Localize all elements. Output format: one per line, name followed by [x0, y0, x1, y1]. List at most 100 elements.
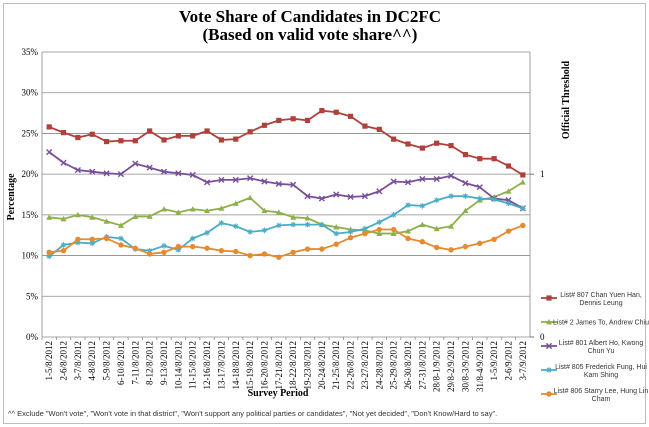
data-point — [175, 209, 182, 215]
data-point — [247, 129, 253, 135]
data-point — [275, 209, 282, 215]
data-point — [477, 240, 483, 247]
data-point — [290, 214, 297, 220]
x-tick-label: 24-28/8/2012 — [374, 341, 384, 390]
data-point — [290, 181, 297, 188]
data-point — [290, 249, 296, 256]
data-point — [204, 229, 210, 236]
data-point — [60, 247, 67, 254]
data-point — [204, 245, 210, 251]
data-point — [405, 202, 411, 208]
x-tick-label: 3-7/8/2012 — [73, 341, 83, 381]
data-point — [261, 207, 268, 214]
data-point — [46, 149, 53, 156]
data-point — [505, 163, 512, 169]
data-point — [160, 168, 168, 175]
legend-swatch-marker — [546, 295, 552, 301]
data-point — [232, 176, 239, 183]
data-point — [376, 230, 383, 236]
data-point — [333, 224, 340, 230]
data-point — [520, 205, 526, 212]
y2-axis-title: Official Threshold — [561, 60, 572, 139]
data-point — [419, 203, 426, 209]
data-point — [333, 230, 340, 237]
data-point — [75, 134, 81, 141]
data-point — [132, 245, 138, 251]
x-tick-label: 4-8/8/2012 — [87, 341, 97, 381]
data-point — [247, 175, 254, 182]
series-line — [48, 195, 524, 258]
data-point — [319, 221, 325, 228]
data-point — [304, 221, 311, 228]
x-tick-label: 30/8-3/9/2012 — [460, 341, 470, 392]
data-point — [362, 225, 368, 232]
data-point — [175, 170, 182, 177]
y-tick-label: 30% — [22, 88, 39, 98]
data-point — [60, 215, 67, 222]
data-point — [103, 138, 110, 145]
data-point — [405, 235, 411, 242]
data-point — [376, 219, 383, 225]
data-point — [390, 178, 397, 185]
data-point — [146, 213, 153, 219]
legend: List# 807 Chan Yuen Han,Dennis Leung List… — [541, 292, 649, 403]
data-point — [520, 172, 526, 178]
y-tick-label: 20% — [22, 169, 39, 179]
data-point — [462, 180, 469, 187]
data-point — [290, 221, 296, 228]
x-tick-label: 3-7/9/2012 — [518, 341, 528, 381]
legend-label: List# 2 James To, Andrew Chiu — [553, 320, 649, 327]
data-point — [46, 249, 52, 256]
data-point — [491, 156, 497, 162]
y-tick-label: 15% — [22, 210, 39, 220]
x-axis-title: Survey Period — [248, 388, 309, 399]
data-point — [261, 178, 268, 185]
x-tick-label: 1-5/8/2012 — [44, 341, 54, 381]
data-point — [103, 218, 110, 224]
data-point — [405, 141, 411, 147]
data-point — [519, 179, 526, 185]
data-point — [261, 227, 268, 234]
legend-item: List# 2 James To, Andrew Chiu — [541, 319, 649, 327]
x-tick-label: 8-12/8/2012 — [145, 341, 155, 385]
data-point — [405, 228, 411, 234]
legend-swatch-marker — [546, 367, 552, 373]
data-point — [74, 166, 81, 174]
data-point — [505, 188, 512, 194]
data-point — [117, 222, 124, 228]
data-point — [175, 243, 182, 250]
legend-label: Dennis Leung — [579, 300, 622, 307]
data-point — [520, 222, 526, 229]
y-tick-label: 10% — [22, 251, 39, 261]
data-point — [276, 117, 282, 123]
data-point — [318, 195, 325, 202]
x-tick-label: 15-19/8/2012 — [245, 341, 255, 390]
data-point — [89, 131, 95, 137]
data-point — [103, 170, 110, 177]
x-tick-label: 21-25/8/2012 — [331, 341, 341, 390]
data-point — [247, 229, 253, 235]
data-point — [290, 116, 296, 122]
data-point — [190, 243, 196, 250]
data-point — [89, 236, 95, 242]
x-tick-label: 2-6/9/2012 — [503, 341, 513, 381]
data-point — [462, 193, 469, 199]
data-point — [491, 196, 497, 203]
data-point — [147, 128, 153, 134]
x-tick-label: 9-13/8/2012 — [159, 341, 169, 385]
legend-label: Cham — [592, 396, 611, 403]
data-point — [319, 246, 325, 252]
data-point — [247, 252, 253, 259]
legend-label: List# 807 Chan Yuen Han, — [560, 292, 642, 299]
data-point — [491, 236, 497, 242]
data-point — [161, 243, 167, 249]
data-point — [89, 240, 96, 247]
data-point — [117, 171, 125, 178]
y-tick-label: 5% — [26, 291, 39, 301]
data-point — [218, 205, 225, 211]
data-point — [75, 236, 81, 242]
data-point — [390, 226, 397, 233]
data-point — [391, 136, 397, 142]
